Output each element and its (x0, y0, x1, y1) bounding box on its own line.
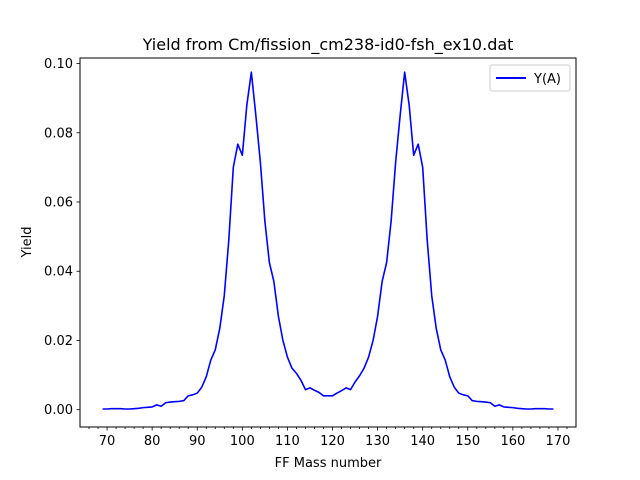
x-axis-label: FF Mass number (275, 456, 382, 471)
x-tick-label: 70 (99, 434, 116, 449)
series-group (102, 71, 554, 410)
legend: Y(A) (489, 64, 571, 92)
legend-label-y-a: Y(A) (533, 72, 561, 87)
series-line-y-a (102, 71, 554, 410)
x-axis: 70 80 90 100 110 120 130 140 150 160 170 (88, 427, 571, 449)
x-tick-label: 100 (230, 434, 255, 449)
x-tick-label: 130 (365, 434, 390, 449)
chart-title: Yield from Cm/fission_cm238-id0-fsh_ex10… (142, 35, 514, 55)
y-axis: 0.00 0.02 0.04 0.06 0.08 0.10 (44, 57, 80, 418)
x-tick-label: 150 (455, 434, 480, 449)
x-tick-label: 80 (144, 434, 161, 449)
y-tick-label: 0.10 (44, 57, 73, 72)
legend-box (489, 64, 571, 92)
y-axis-label: Yield (20, 227, 35, 259)
x-tick-label: 170 (546, 434, 571, 449)
y-tick-label: 0.08 (44, 126, 73, 141)
x-tick-label: 160 (500, 434, 525, 449)
y-tick-label: 0.02 (44, 334, 73, 349)
x-tick-label: 140 (410, 434, 435, 449)
x-tick-label: 90 (189, 434, 206, 449)
plot-frame (79, 57, 577, 428)
y-tick-label: 0.00 (44, 403, 73, 418)
x-tick-label: 110 (275, 434, 300, 449)
y-tick-label: 0.04 (44, 265, 73, 280)
y-tick-label: 0.06 (44, 196, 73, 211)
x-tick-label: 120 (320, 434, 345, 449)
